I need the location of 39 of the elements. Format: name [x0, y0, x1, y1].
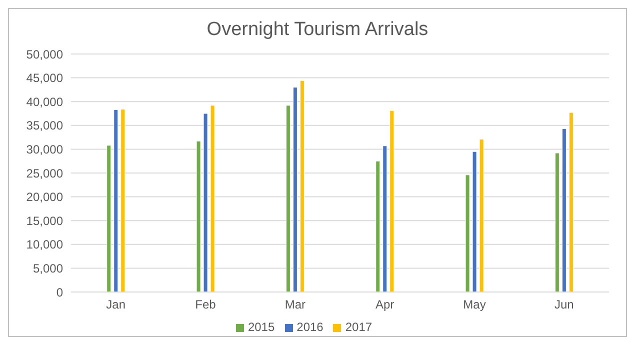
x-tick-label: Jun	[554, 298, 574, 312]
y-tick-label: 15,000	[26, 214, 64, 228]
bar	[300, 80, 304, 292]
bar	[472, 151, 477, 292]
chart-title: Overnight Tourism Arrivals	[206, 18, 430, 42]
y-tick-label: 30,000	[26, 142, 64, 156]
x-tick-label: Jan	[106, 298, 126, 312]
bar	[286, 105, 290, 292]
y-tick-label: 25,000	[26, 166, 64, 180]
bar	[292, 87, 298, 292]
legend-label: 2015	[248, 320, 275, 334]
y-tick-label: 35,000	[26, 118, 64, 133]
y-tick-label: 45,000	[26, 71, 64, 86]
bar	[196, 140, 201, 292]
legend-label: 2017	[345, 320, 372, 334]
bar	[210, 105, 215, 292]
y-tick-label: 50,000	[26, 47, 64, 62]
bar	[562, 128, 566, 292]
bar	[479, 138, 484, 292]
bar	[554, 152, 560, 292]
bar	[376, 160, 380, 292]
bar	[203, 113, 208, 292]
bar	[382, 146, 388, 292]
x-tick-label: Apr	[375, 298, 394, 312]
bar	[568, 112, 574, 292]
bar	[465, 174, 470, 292]
x-tick-label: May	[463, 298, 486, 312]
bar	[114, 109, 118, 292]
y-tick-label: 20,000	[26, 190, 64, 204]
y-tick-label: 40,000	[26, 94, 64, 109]
y-tick-label: 10,000	[26, 238, 64, 252]
y-tick-label: 5,000	[32, 261, 64, 276]
x-tick-label: Mar	[284, 298, 306, 312]
bar	[106, 145, 112, 292]
bar	[390, 110, 394, 292]
legend-label: 2016	[296, 320, 324, 334]
x-tick-label: Feb	[195, 298, 216, 312]
y-tick-label: 0	[56, 285, 64, 300]
bar	[120, 108, 126, 292]
